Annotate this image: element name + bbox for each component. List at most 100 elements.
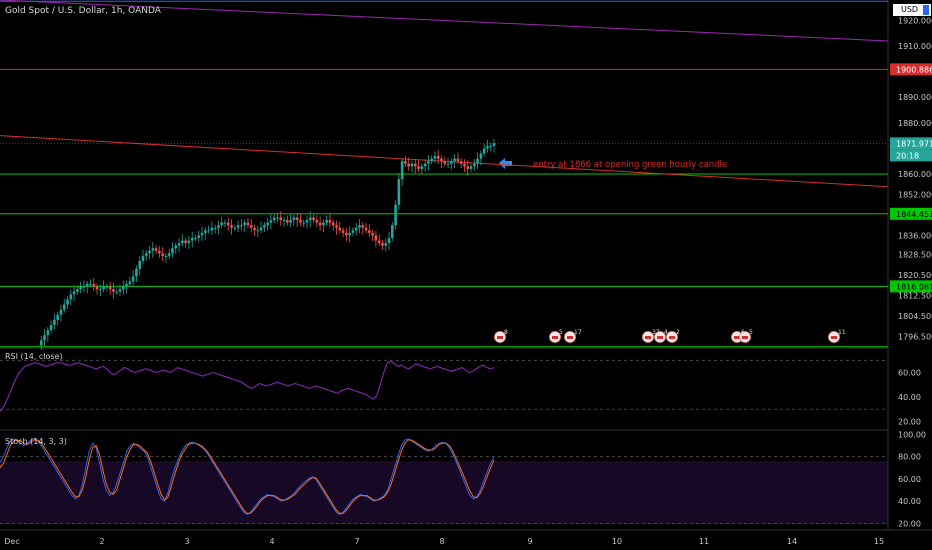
event-flag-icon: [831, 336, 837, 339]
candle-body: [358, 225, 361, 228]
event-marker-count: 8: [504, 329, 508, 336]
time-axis-tick: 3: [184, 537, 189, 546]
candle-body: [121, 286, 125, 290]
candle-body: [105, 286, 109, 288]
candle-body: [466, 166, 470, 169]
candle-body: [456, 158, 460, 162]
event-marker-count: 37: [652, 329, 660, 336]
candle-body: [436, 156, 440, 159]
price-axis-tick: 1804.500: [898, 312, 932, 321]
candle-body: [204, 230, 207, 233]
candle-body: [463, 163, 466, 167]
candle-body: [171, 248, 174, 254]
event-marker-count: 5: [559, 329, 563, 336]
candle-body: [407, 163, 411, 167]
candle-body: [89, 284, 92, 286]
candle-body: [187, 240, 191, 244]
stoch-axis-tick: 100.00: [898, 430, 926, 439]
price-axis-tick: 1910.000: [898, 42, 932, 51]
candle-body: [220, 222, 224, 226]
candle-body: [473, 163, 476, 167]
candle-body: [351, 230, 355, 233]
symbol-title[interactable]: Gold Spot / U.S. Dollar, 1h, OANDA: [5, 6, 161, 16]
candle-body: [459, 161, 463, 164]
candle-body: [138, 261, 141, 269]
candle-body: [492, 143, 496, 146]
trend-line: [0, 0, 889, 42]
rsi-axis-tick: 40.00: [898, 393, 921, 402]
candle-body: [128, 281, 132, 285]
candle-body: [286, 220, 289, 223]
candle-body: [440, 158, 443, 162]
candle-body: [108, 286, 112, 290]
candle-body: [420, 166, 424, 169]
candle-body: [335, 225, 338, 228]
candle-body: [394, 204, 397, 226]
candle-body: [397, 179, 401, 205]
price-label-text: 20:18: [896, 151, 919, 160]
candle-body: [49, 324, 53, 331]
stoch-label[interactable]: Stoch (14, 3, 3): [5, 437, 67, 446]
candle-body: [164, 255, 168, 257]
candle-body: [423, 163, 427, 167]
candle-body: [236, 225, 240, 228]
price-label-box: [890, 280, 932, 293]
candle-body: [282, 220, 286, 222]
candle-body: [125, 284, 128, 287]
price-axis-tick: 1852.000: [898, 190, 932, 199]
candle-body: [226, 222, 230, 226]
price-axis-tick: 1796.500: [898, 332, 932, 341]
candle-body: [243, 222, 246, 226]
candle-body: [305, 220, 309, 223]
time-axis-tick: 7: [354, 537, 359, 546]
candle-body: [131, 276, 135, 282]
candle-body: [230, 225, 233, 228]
candle-body: [476, 158, 479, 164]
candle-body: [115, 291, 119, 293]
candle-body: [325, 220, 328, 223]
event-flag-icon: [552, 336, 558, 339]
candle-body: [302, 222, 306, 224]
currency-badge[interactable]: USD: [893, 4, 931, 16]
price-label-box: [890, 207, 932, 220]
candle-body: [266, 222, 269, 226]
candle-body: [417, 166, 420, 169]
time-axis-tick: Dec: [4, 537, 19, 546]
candle-body: [102, 286, 105, 290]
candle-body: [371, 232, 374, 236]
price-label-text: 1871.971: [896, 139, 932, 148]
candle-body: [43, 335, 46, 341]
candle-body: [308, 217, 312, 221]
time-axis-tick: 14: [787, 537, 797, 546]
candle-body: [207, 230, 210, 232]
currency-flag-icon: [923, 5, 929, 15]
candle-body: [361, 225, 365, 228]
candle-body: [256, 230, 260, 232]
candle-body: [79, 286, 82, 290]
candle-body: [443, 161, 447, 164]
candle-body: [46, 330, 50, 336]
entry-annotation[interactable]: entry at 1866 at opening green hourly ca…: [533, 160, 728, 170]
candle-body: [259, 227, 263, 231]
price-label-box: [890, 137, 932, 150]
candle-body: [249, 225, 253, 228]
candle-body: [263, 225, 266, 228]
trend-line: [0, 135, 889, 188]
candle-body: [486, 145, 489, 149]
candle-body: [377, 240, 381, 244]
candle-body: [56, 314, 59, 320]
candle-body: [181, 240, 184, 244]
candle-body: [269, 220, 273, 223]
rsi-label[interactable]: RSI (14, close): [5, 352, 63, 361]
price-label-box: [890, 63, 932, 76]
rsi-line: [0, 360, 495, 412]
candle-body: [341, 230, 345, 233]
candle-body: [331, 222, 335, 226]
candle-body: [348, 232, 351, 236]
time-axis-tick: 9: [527, 537, 532, 546]
candle-body: [177, 243, 181, 246]
candle-body: [213, 227, 217, 229]
candle-body: [292, 217, 296, 221]
